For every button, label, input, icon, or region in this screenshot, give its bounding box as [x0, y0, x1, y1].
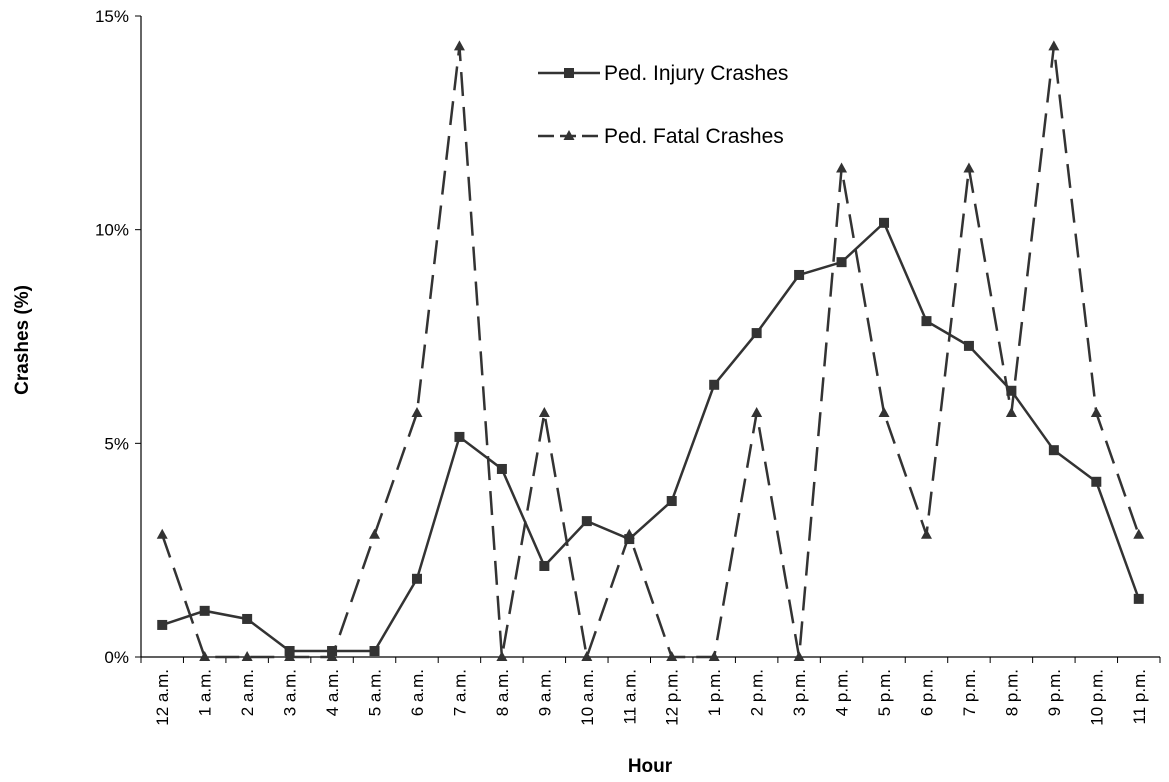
data-point — [1005, 406, 1017, 417]
data-point — [411, 406, 423, 417]
y-tick-label: 15% — [95, 7, 129, 26]
x-tick-label: 12 p.m. — [663, 669, 682, 726]
x-tick-label: 10 a.m. — [578, 669, 597, 726]
data-point — [411, 573, 422, 584]
x-tick-label: 6 p.m. — [917, 669, 936, 716]
data-point — [157, 619, 168, 630]
x-tick-label: 5 p.m. — [875, 669, 894, 716]
data-point — [1133, 593, 1144, 604]
x-tick-label: 1 p.m. — [705, 669, 724, 716]
data-point — [199, 605, 210, 616]
data-point — [369, 646, 380, 657]
x-tick-label: 5 a.m. — [366, 669, 385, 716]
x-tick-label: 2 a.m. — [238, 669, 257, 716]
data-point — [709, 379, 720, 390]
x-axis-title: Hour — [628, 756, 673, 777]
data-point — [539, 560, 550, 571]
x-tick-label: 8 a.m. — [493, 669, 512, 716]
data-point — [1006, 385, 1017, 396]
data-point — [1090, 406, 1102, 417]
data-point — [708, 651, 720, 661]
y-tick-label: 5% — [104, 434, 129, 453]
data-point — [666, 651, 678, 661]
data-point — [496, 651, 508, 661]
x-tick-label: 12 a.m. — [153, 669, 172, 726]
x-tick-label: 9 a.m. — [535, 669, 554, 716]
x-tick-label: 2 p.m. — [748, 669, 767, 716]
x-tick-label: 10 p.m. — [1087, 669, 1106, 726]
data-point — [453, 40, 465, 51]
x-tick-label: 3 a.m. — [281, 669, 300, 716]
data-point — [879, 217, 890, 228]
data-point — [284, 651, 296, 661]
data-point — [369, 528, 381, 539]
series-line — [161, 46, 1140, 662]
x-tick-label: 1 a.m. — [196, 669, 215, 716]
data-point — [581, 516, 592, 527]
data-point — [623, 528, 635, 539]
data-point — [921, 316, 932, 327]
x-tick-label: 9 p.m. — [1045, 669, 1064, 716]
x-tick-label: 7 a.m. — [450, 669, 469, 716]
data-point — [920, 528, 932, 539]
x-tick-label: 8 p.m. — [1002, 669, 1021, 716]
data-point — [326, 651, 338, 661]
data-point — [241, 651, 253, 661]
legend-marker — [564, 68, 574, 78]
data-point — [1048, 445, 1059, 456]
data-point — [794, 269, 805, 280]
data-point — [836, 162, 848, 173]
data-point — [751, 328, 762, 339]
x-tick-label: 11 p.m. — [1130, 669, 1149, 724]
x-tick-label: 6 a.m. — [408, 669, 427, 716]
data-point — [666, 496, 677, 507]
x-tick-label: 4 a.m. — [323, 669, 342, 716]
data-point — [1091, 476, 1102, 487]
data-point — [963, 340, 974, 351]
series-line — [161, 220, 1140, 653]
y-tick-label: 0% — [104, 648, 129, 667]
data-point — [793, 651, 805, 661]
legend-label: Ped. Fatal Crashes — [604, 125, 784, 148]
data-point — [1048, 40, 1060, 51]
data-point — [538, 406, 550, 417]
data-point — [156, 528, 168, 539]
legend-marker — [563, 130, 575, 140]
data-point — [496, 463, 507, 474]
x-tick-label: 11 a.m. — [620, 669, 639, 724]
data-point — [878, 406, 890, 417]
data-point — [581, 651, 593, 661]
x-tick-label: 4 p.m. — [833, 669, 852, 716]
data-point — [454, 431, 465, 442]
data-point — [624, 534, 635, 545]
data-point — [1133, 528, 1145, 539]
data-point — [242, 613, 253, 624]
data-point — [963, 162, 975, 173]
data-point — [836, 257, 847, 268]
data-point — [751, 406, 763, 417]
y-tick-label: 10% — [95, 221, 129, 240]
data-point — [199, 651, 211, 661]
legend-label: Ped. Injury Crashes — [604, 62, 788, 85]
y-axis-title: Crashes (%) — [12, 285, 33, 395]
x-tick-label: 7 p.m. — [960, 669, 979, 716]
x-tick-label: 3 p.m. — [790, 669, 809, 716]
